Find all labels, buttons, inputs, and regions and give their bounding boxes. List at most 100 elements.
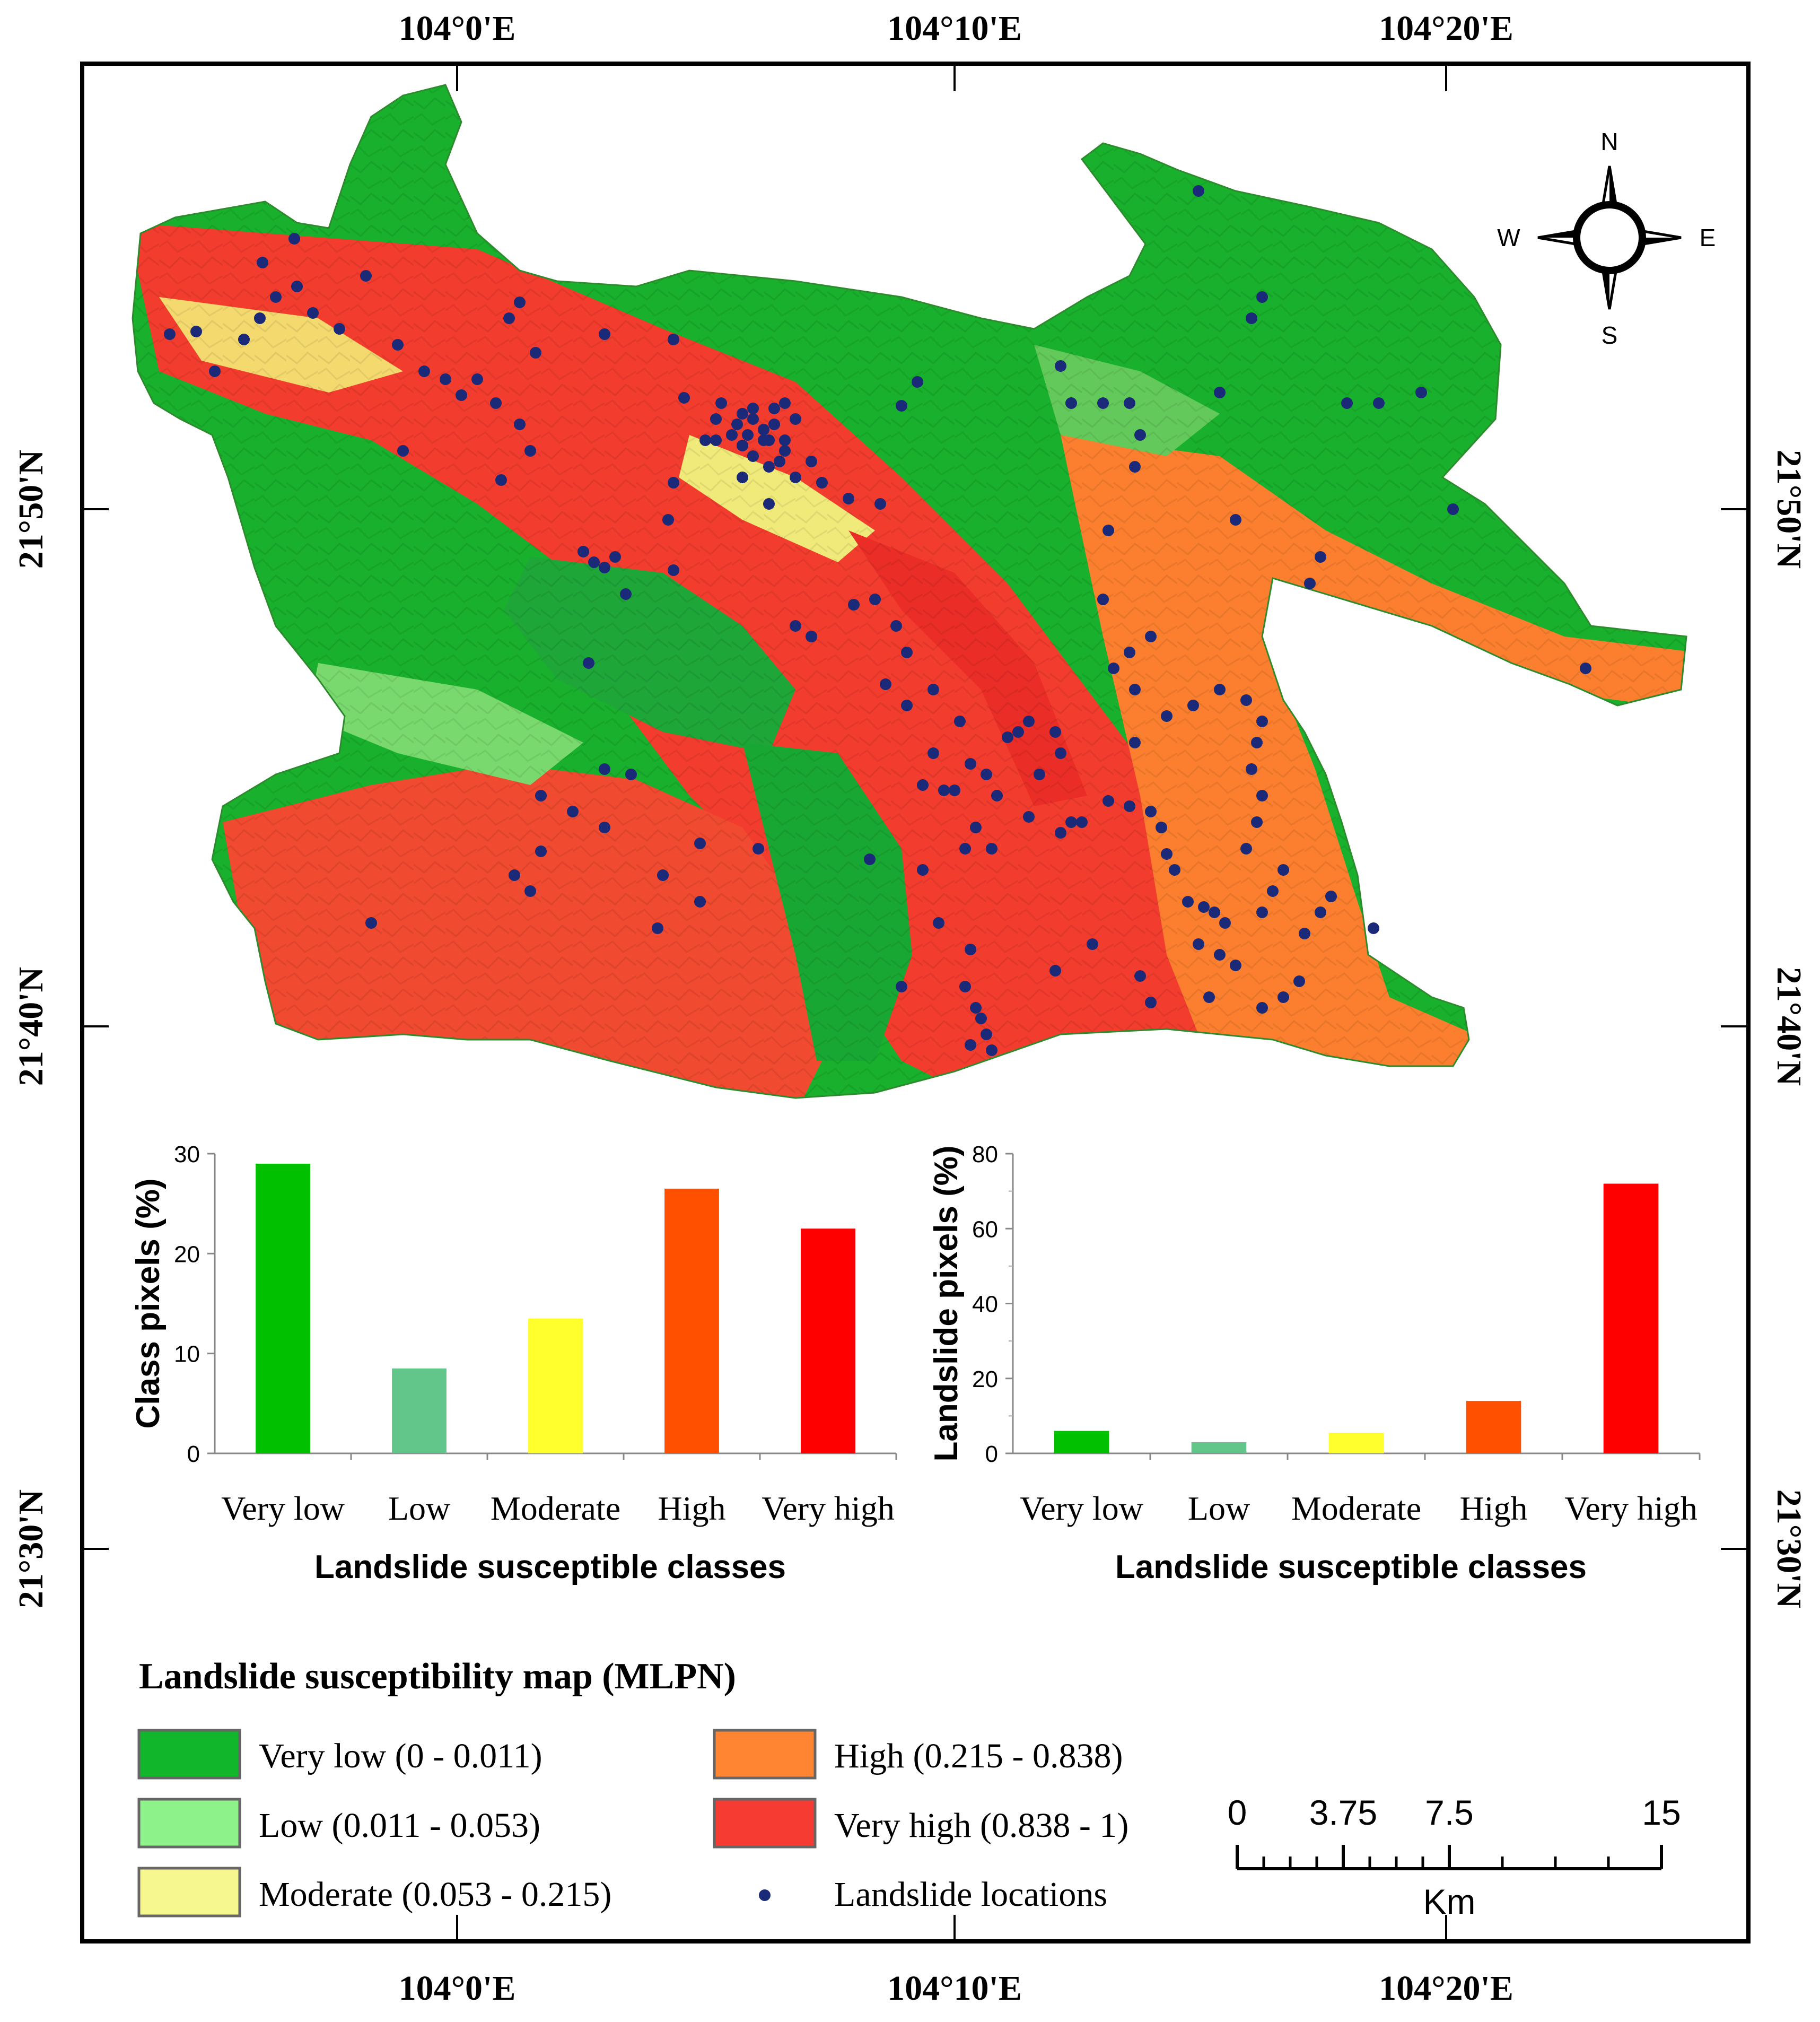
landslide-point: [917, 779, 929, 791]
landslide-point: [471, 373, 483, 385]
landslide-point: [954, 716, 966, 727]
landslide-point: [928, 684, 939, 695]
landslide-point: [959, 843, 971, 855]
landslide-point: [991, 790, 1003, 801]
landslide-point: [768, 403, 780, 414]
lon-label-top-0: 104°0'E: [399, 9, 516, 48]
map-frame: [80, 62, 1751, 1943]
landslide-point: [737, 408, 748, 420]
legend-label-very-low: Very low (0 - 0.011): [259, 1737, 542, 1775]
landslide-point: [731, 419, 743, 430]
landslide-point: [1214, 684, 1226, 695]
landslide-point: [1145, 806, 1157, 817]
landslide-point: [456, 389, 467, 401]
landslide-point: [981, 1029, 992, 1040]
landslide-point: [652, 922, 663, 934]
landslide-point: [710, 413, 722, 425]
landslide-point: [1065, 816, 1077, 828]
compass-label-w: W: [1497, 224, 1520, 251]
landslide-point: [1325, 891, 1337, 902]
landslide-point: [668, 334, 679, 345]
landslide-point: [774, 456, 785, 467]
landslide-point: [1129, 737, 1141, 748]
landslide-point: [668, 477, 679, 489]
lat-label-left-50: 21°50'N: [12, 450, 50, 569]
landslide-point: [726, 429, 738, 441]
landslide-point: [1278, 864, 1289, 876]
legend-swatch-low: [137, 1798, 241, 1849]
landslide-point: [763, 498, 775, 510]
bar-very-high: [1603, 1183, 1659, 1453]
landslide-point: [1198, 901, 1210, 913]
landslide-point: [806, 456, 817, 467]
class-pixels-chart: 0 10 20 30 Very low Low Moderate High Very high L…: [130, 1117, 917, 1585]
y-tick-label: 20: [174, 1241, 200, 1267]
landslide-point: [779, 434, 791, 446]
compass-label-n: N: [1600, 128, 1618, 155]
landslide-point: [599, 822, 610, 833]
landslide-point: [1187, 700, 1199, 711]
scale-bar: 0 3.75 7.5 15 Km: [1228, 1793, 1681, 1921]
bar-low: [392, 1368, 447, 1453]
landslide-point: [1097, 397, 1109, 409]
y-tick-label: 20: [972, 1366, 998, 1392]
landslide-point: [917, 864, 929, 876]
landslide-point: [254, 312, 266, 324]
landslide-point: [864, 853, 876, 865]
landslide-point: [209, 365, 221, 377]
landslide-point: [715, 397, 727, 409]
landslide-point: [1267, 885, 1279, 897]
landslide-point: [392, 339, 404, 351]
susceptibility-map-region: [132, 84, 1687, 1099]
landslide-point: [694, 838, 706, 849]
landslide-point: [1169, 864, 1180, 876]
landslide-point: [710, 434, 722, 446]
bar-low: [1191, 1442, 1247, 1453]
y-tick-label: 0: [187, 1441, 200, 1467]
legend: Landslide susceptibility map (MLPN) Very…: [137, 1656, 1128, 1918]
landslide-point: [752, 843, 764, 855]
legend-label-moderate: Moderate (0.053 - 0.215): [259, 1875, 611, 1914]
landslide-point: [599, 562, 610, 573]
landslide-point: [1230, 960, 1241, 971]
chart-background: [928, 1117, 1721, 1581]
landslide-point: [588, 556, 600, 568]
landslide-point: [1102, 525, 1114, 536]
y-tick-label: 40: [972, 1292, 998, 1318]
landslide-point: [1012, 726, 1024, 738]
landslide-point: [901, 647, 913, 658]
landslide-point: [288, 233, 300, 245]
landslide-point: [806, 631, 817, 642]
landslide-point: [763, 434, 775, 446]
landslide-point: [1580, 663, 1591, 674]
landslide-point: [599, 763, 610, 775]
landslide-point: [933, 917, 944, 929]
landslide-point: [1055, 747, 1066, 759]
landslide-point: [1219, 917, 1231, 929]
legend-label-landslide-locations: Landslide locations: [834, 1875, 1107, 1914]
landslide-point: [737, 440, 748, 451]
landslide-point: [1145, 997, 1157, 1008]
legend-title: Landslide susceptibility map (MLPN): [139, 1656, 736, 1697]
landslide-point: [986, 1044, 998, 1056]
landslide-point: [970, 1002, 982, 1014]
landslide-point: [1304, 578, 1316, 589]
landslide-point: [599, 328, 610, 340]
landslide-point: [662, 514, 674, 526]
scale-label-0: 0: [1228, 1793, 1247, 1832]
landslide-point: [1368, 922, 1379, 934]
landslide-point: [530, 347, 541, 359]
bar-moderate: [1328, 1433, 1384, 1453]
landslide-point: [490, 397, 502, 409]
lat-label-right-40: 21°40'N: [1770, 967, 1808, 1086]
landslide-point: [657, 869, 669, 881]
landslide-point: [938, 785, 950, 796]
landslide-point: [1055, 360, 1066, 372]
landslide-point: [779, 397, 791, 409]
landslide-point: [440, 373, 451, 385]
landslide-point: [1203, 991, 1215, 1003]
landslide-point: [843, 493, 854, 504]
landslide-point: [1256, 291, 1268, 303]
landslide-point: [747, 450, 759, 462]
landslide-point: [1315, 551, 1326, 563]
